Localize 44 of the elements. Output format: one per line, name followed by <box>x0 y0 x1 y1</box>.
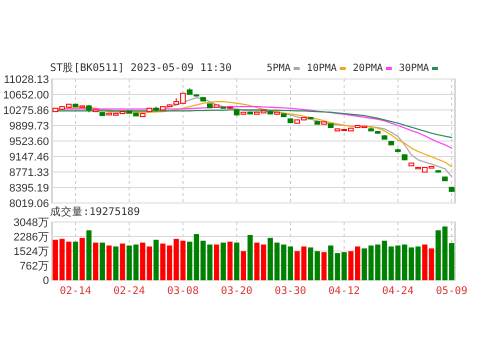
x-tick-label: 02-14 <box>60 285 92 297</box>
bar <box>321 252 327 280</box>
bar <box>106 246 112 280</box>
x-tick-label: 05-09 <box>436 285 468 297</box>
bar <box>86 230 92 280</box>
y-tick-label: 8395.19 <box>9 182 49 194</box>
x-tick-label: 03-20 <box>220 285 253 297</box>
bar <box>93 242 98 280</box>
bar <box>80 238 85 280</box>
y-tick-label: 3048万 <box>14 217 49 229</box>
x-tick-label: 03-08 <box>167 285 199 297</box>
y-tick-label: 0 <box>42 275 49 287</box>
bar <box>220 242 226 280</box>
y-tick-label: 2286万 <box>14 232 49 244</box>
chart-title: 成交量:19275189 <box>50 205 140 218</box>
bar <box>227 242 233 280</box>
bar <box>100 242 105 280</box>
legend-label: 10PMA <box>306 63 337 74</box>
y-tick-label: 9147.46 <box>9 152 49 164</box>
y-tick-label: 762万 <box>20 260 49 272</box>
bar <box>248 235 253 280</box>
bar <box>154 240 159 280</box>
y-tick-label: 8771.33 <box>9 167 49 179</box>
bar <box>72 242 78 280</box>
y-tick-label: 9523.60 <box>9 136 49 148</box>
legend-label: 5PMA <box>266 63 291 74</box>
legend-label: 30PMA <box>398 63 429 74</box>
y-tick-label: 10652.00 <box>3 90 49 102</box>
y-tick-label: 11028.13 <box>4 74 49 86</box>
x-tick-label: 04-12 <box>328 285 360 297</box>
bar <box>120 244 126 280</box>
y-tick-label: 10275.86 <box>3 105 49 117</box>
bar <box>214 244 220 280</box>
y-tick-label: 8019.06 <box>9 198 49 210</box>
bar <box>234 242 240 280</box>
x-tick-label: 03-30 <box>274 285 306 297</box>
x-tick-label: 04-24 <box>382 285 414 297</box>
bar <box>240 251 246 280</box>
legend-label: 20PMA <box>352 63 383 74</box>
bar <box>113 246 118 280</box>
chart-title: ST股[BK0511] 2023-05-09 11:30 <box>50 62 232 74</box>
x-tick-label: 02-24 <box>113 285 146 297</box>
y-tick-label: 9899.73 <box>9 120 49 132</box>
y-tick-label: 1524万 <box>14 246 49 258</box>
